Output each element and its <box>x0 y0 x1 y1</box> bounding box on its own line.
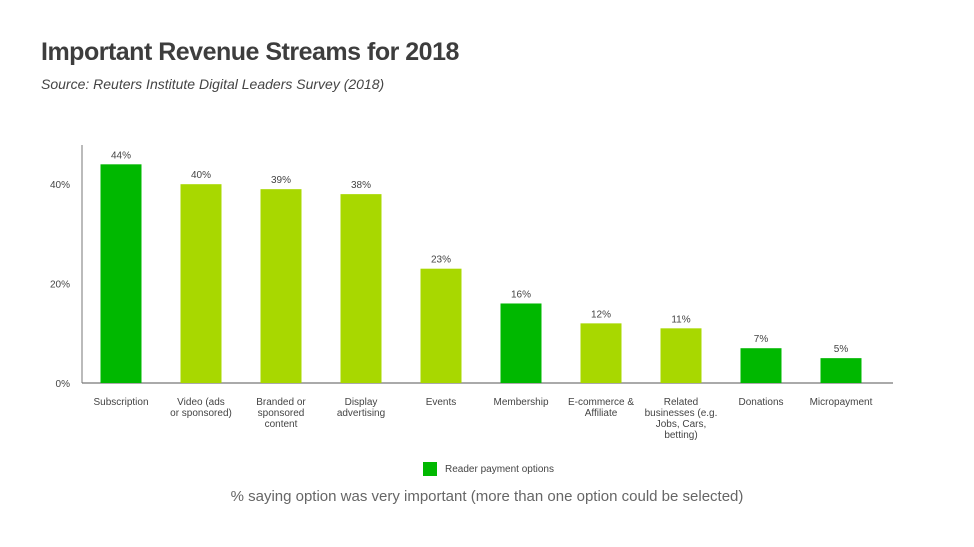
legend-label: Reader payment options <box>445 463 554 475</box>
bar <box>260 189 302 383</box>
bar <box>420 268 462 383</box>
y-tick-label: 0% <box>56 379 71 390</box>
x-tick-label: Donations <box>738 397 783 408</box>
data-label: 5% <box>834 344 849 355</box>
x-tick-label: or sponsored) <box>170 408 232 419</box>
data-label: 38% <box>351 180 371 191</box>
data-label: 16% <box>511 289 531 300</box>
x-tick-label: Affiliate <box>585 408 618 419</box>
bar <box>340 194 382 383</box>
bar <box>580 323 622 383</box>
legend: Reader payment options <box>423 462 554 476</box>
data-label: 12% <box>591 309 611 320</box>
legend-swatch <box>423 462 437 476</box>
bar <box>100 164 142 383</box>
bar <box>660 328 702 383</box>
x-tick-label: sponsored <box>258 408 305 419</box>
y-tick-label: 20% <box>50 280 70 291</box>
bar <box>740 348 782 383</box>
x-tick-label: betting) <box>664 430 697 441</box>
x-tick-label: businesses (e.g. <box>645 408 718 419</box>
chart-subtitle: Source: Reuters Institute Digital Leader… <box>41 76 385 92</box>
x-tick-label: Subscription <box>93 397 148 408</box>
y-tick-label: 40% <box>50 180 70 191</box>
data-label: 11% <box>671 314 690 325</box>
bar <box>820 358 862 383</box>
x-tick-label: E-commerce & <box>568 397 634 408</box>
data-label: 39% <box>271 175 291 186</box>
x-tick-label: Display <box>345 397 378 408</box>
x-tick-label: Micropayment <box>810 397 873 408</box>
x-tick-label: Jobs, Cars, <box>656 419 707 430</box>
bar <box>180 184 222 383</box>
x-tick-label: Related <box>664 397 698 408</box>
x-tick-label: Branded or <box>256 397 306 408</box>
data-label: 40% <box>191 170 211 181</box>
x-tick-label: Membership <box>493 397 548 408</box>
data-label: 44% <box>111 150 131 161</box>
chart-title: Important Revenue Streams for 2018 <box>41 38 459 66</box>
x-tick-label: Video (ads <box>177 397 225 408</box>
x-tick-label: content <box>265 419 298 430</box>
data-label: 7% <box>754 334 769 345</box>
bar <box>500 303 542 383</box>
x-tick-label: advertising <box>337 408 385 419</box>
x-tick-label: Events <box>426 397 457 408</box>
chart-note: % saying option was very important (more… <box>230 488 744 505</box>
data-label: 23% <box>431 255 451 266</box>
